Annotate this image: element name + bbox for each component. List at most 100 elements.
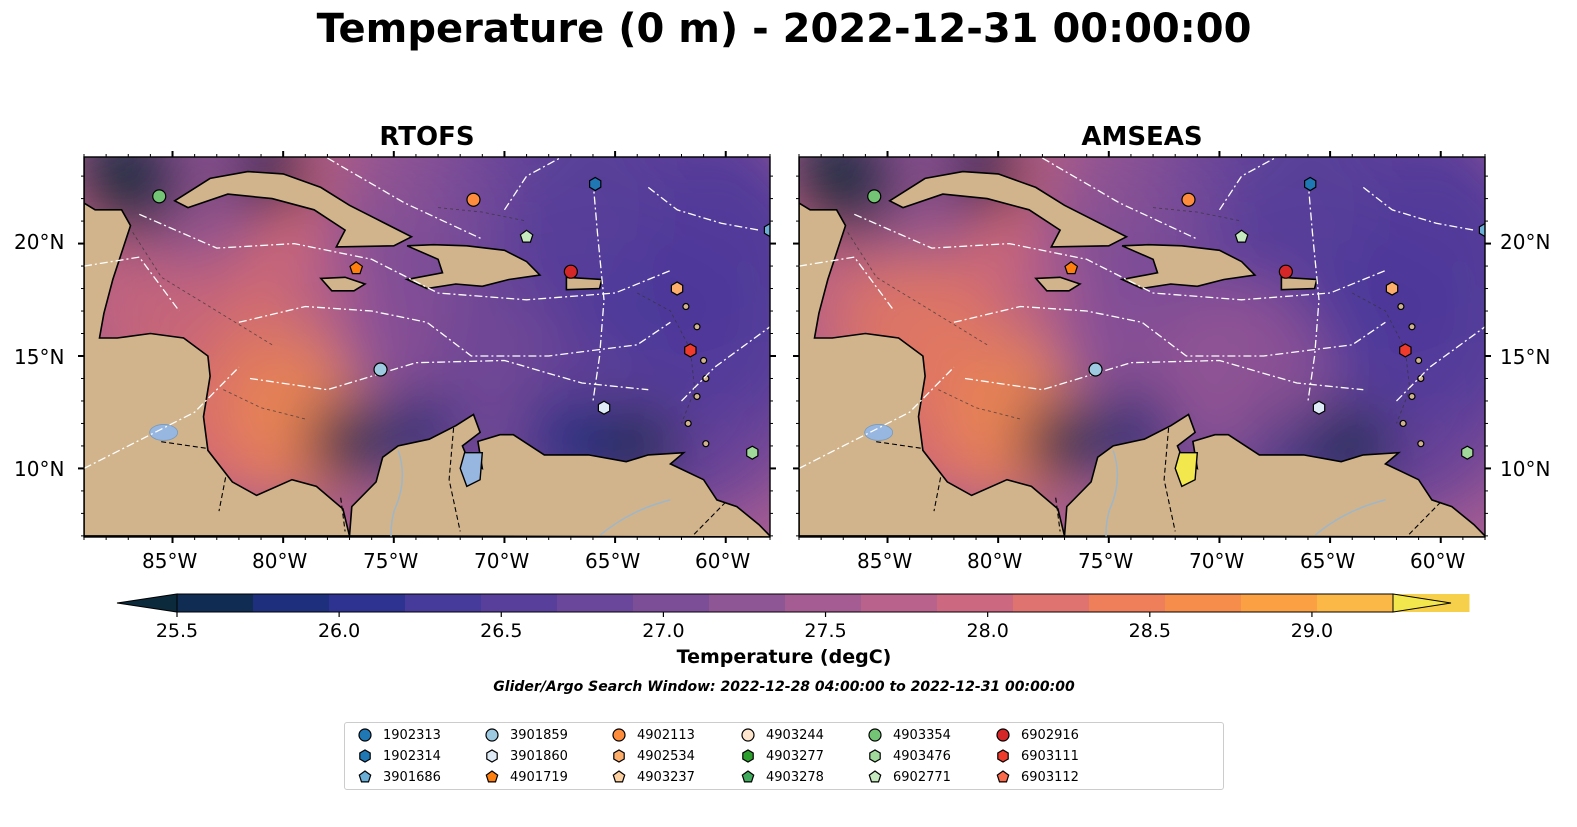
- figure-title: Temperature (0 m) - 2022-12-31 00:00:00: [316, 6, 1252, 52]
- colorbar-segment: [937, 594, 1014, 612]
- landmass: [1063, 413, 1485, 537]
- landmass: [1034, 276, 1082, 292]
- float-marker: [1304, 176, 1317, 192]
- legend-marker: [868, 770, 882, 783]
- lon-label: 75°W: [363, 549, 419, 573]
- float-marker: [563, 264, 578, 279]
- map-panel-rtofs: [78, 151, 776, 543]
- colorbar-segment: [1013, 594, 1090, 612]
- bathymetry-contour: [1153, 207, 1242, 222]
- legend-marker: [868, 728, 882, 742]
- eez-boundary: [1218, 157, 1276, 211]
- eez-boundary: [964, 359, 1364, 391]
- legend-marker: [359, 749, 371, 763]
- float-marker: [1088, 362, 1103, 377]
- lat-label: 15°N: [14, 345, 65, 369]
- legend-item: 6903112: [995, 767, 1079, 787]
- float-marker: [1385, 281, 1399, 296]
- legend-label: 4901719: [510, 769, 568, 785]
- legend-marker: [996, 770, 1010, 783]
- eez-boundary: [327, 157, 483, 240]
- eez-boundary: [139, 213, 671, 301]
- pentagon-marker-icon: [358, 770, 372, 783]
- legend-marker: [613, 749, 625, 763]
- legend-item: 3901860: [484, 746, 568, 766]
- legend-marker: [996, 728, 1010, 742]
- lon-label: 65°W: [1300, 549, 1356, 573]
- legend-item: 1902314: [357, 746, 441, 766]
- lat-label: 20°N: [1500, 230, 1551, 254]
- legend-label: 6902916: [1021, 727, 1079, 743]
- colorbar-extend-low: [116, 593, 178, 613]
- country-border: [1163, 427, 1176, 532]
- country-border: [448, 427, 461, 532]
- legend-label: 4903244: [766, 727, 824, 743]
- pentagon-marker-icon: [612, 770, 626, 783]
- legend-marker: [486, 749, 498, 763]
- eez-boundary: [854, 213, 1386, 301]
- lake-maracaibo: [459, 452, 484, 488]
- legend-marker: [741, 770, 755, 783]
- map-frame: [798, 156, 1486, 538]
- legend-label: 4903476: [893, 748, 951, 764]
- legend-item: 4901719: [484, 767, 568, 787]
- bathymetry-contour: [847, 232, 988, 346]
- float-marker: [867, 189, 882, 204]
- lon-label: 70°W: [1189, 549, 1245, 573]
- eez-boundary: [249, 359, 649, 391]
- colorbar-tick-label: 27.0: [642, 620, 685, 642]
- legend-item: 3901859: [484, 725, 568, 745]
- colorbar-segment: [861, 594, 938, 612]
- country-border: [218, 477, 227, 512]
- eez-boundary: [953, 305, 1386, 357]
- country-border: [1055, 497, 1061, 532]
- circle-marker-icon: [741, 728, 755, 742]
- panel-title-rtofs: RTOFS: [379, 122, 475, 152]
- legend-marker: [358, 728, 372, 742]
- float-marker: [589, 176, 602, 192]
- colorbar-segment: [633, 594, 710, 612]
- eez-boundary: [1042, 157, 1198, 240]
- colorbar-tick-label: 27.5: [804, 620, 847, 642]
- legend-item: 4903476: [867, 746, 951, 766]
- float-marker: [1399, 343, 1412, 358]
- float-marker: [670, 281, 684, 296]
- hexagon-marker-icon: [613, 749, 625, 763]
- colorbar-segment: [1165, 594, 1242, 612]
- bathymetry-contour: [438, 207, 527, 222]
- float-marker: [1234, 229, 1249, 243]
- colorbar-segment: [557, 594, 634, 612]
- landmass: [348, 413, 770, 537]
- colorbar-tick-label: 28.0: [966, 620, 1009, 642]
- lon-label: 70°W: [474, 549, 530, 573]
- float-marker: [1278, 264, 1293, 279]
- eez-boundary: [647, 186, 760, 231]
- circle-marker-icon: [868, 728, 882, 742]
- legend-label: 3901859: [510, 727, 568, 743]
- colorbar-segment: [177, 594, 254, 612]
- legend-label: 4902534: [637, 748, 695, 764]
- lat-label: 10°N: [14, 457, 65, 481]
- pentagon-marker-icon: [868, 770, 882, 783]
- legend-item: 1902313: [357, 725, 441, 745]
- colorbar-segment: [1317, 594, 1394, 612]
- legend-marker: [485, 728, 499, 742]
- lat-label: 20°N: [14, 230, 65, 254]
- legend-label: 4902113: [637, 727, 695, 743]
- search-window-note: Glider/Argo Search Window: 2022-12-28 04…: [493, 679, 1075, 695]
- legend-item: 4902534: [611, 746, 695, 766]
- float-marker: [746, 445, 759, 460]
- landmass: [84, 157, 351, 537]
- legend-marker: [612, 770, 626, 783]
- colorbar-segment: [405, 594, 482, 612]
- colorbar-tick-label: 28.5: [1128, 620, 1171, 642]
- landmass: [888, 170, 1129, 248]
- eez-boundary: [592, 180, 605, 402]
- legend-label: 3901860: [510, 748, 568, 764]
- float-marker: [1064, 261, 1079, 275]
- hexagon-marker-icon: [997, 749, 1009, 763]
- legend-item: 4902113: [611, 725, 695, 745]
- circle-marker-icon: [485, 728, 499, 742]
- legend-item: 6903111: [995, 746, 1079, 766]
- lake-maracaibo: [1174, 452, 1199, 488]
